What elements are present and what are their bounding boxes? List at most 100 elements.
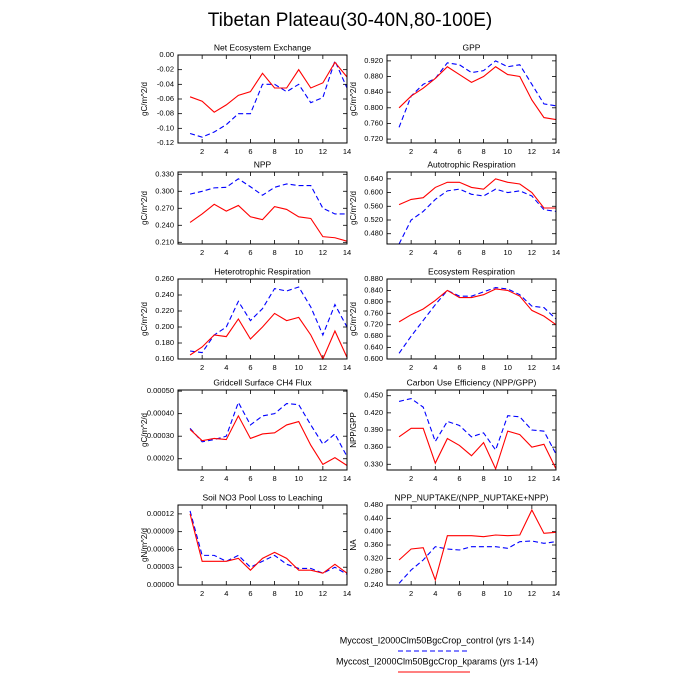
y-axis-label: gC/m^2/d — [140, 191, 149, 225]
series-line — [398, 287, 557, 354]
x-tick-label: 10 — [504, 147, 512, 156]
x-tick-label: 14 — [552, 248, 560, 257]
y-axis-label: gC/m^2/d — [349, 191, 358, 225]
plot-frame — [177, 504, 348, 586]
series-line — [189, 203, 348, 242]
x-tick-label: 12 — [528, 474, 536, 483]
x-tick-label: 14 — [343, 363, 351, 372]
series-line — [398, 188, 557, 245]
y-tick-label: 0.390 — [364, 425, 383, 434]
x-tick-label: 8 — [272, 589, 276, 598]
y-tick-label: 0.00050 — [147, 386, 174, 395]
x-tick-label: 6 — [457, 474, 461, 483]
y-tick-label: 0.320 — [364, 553, 383, 562]
x-tick-label: 8 — [481, 248, 485, 257]
x-tick-label: 2 — [409, 363, 413, 372]
x-tick-label: 4 — [433, 363, 437, 372]
y-tick-label: 0.920 — [364, 56, 383, 65]
series-line — [189, 286, 348, 354]
x-tick-label: 6 — [248, 363, 252, 372]
y-tick-label: 0.00000 — [147, 580, 174, 589]
y-axis-label: gC/m^2/d — [140, 82, 149, 116]
y-axis-label: NPP/GPP — [349, 412, 358, 448]
plot-frame — [386, 504, 557, 586]
plot-frame — [386, 171, 557, 245]
x-tick-label: 12 — [319, 147, 327, 156]
figure-title: Tibetan Plateau(30-40N,80-100E) — [208, 10, 492, 31]
x-tick-label: 4 — [433, 474, 437, 483]
y-tick-label: 0.240 — [155, 290, 174, 299]
y-tick-label: 0.520 — [364, 215, 383, 224]
x-tick-label: 6 — [248, 589, 252, 598]
x-tick-label: 12 — [528, 589, 536, 598]
x-tick-label: 12 — [528, 147, 536, 156]
y-tick-label: 0.400 — [364, 527, 383, 536]
x-tick-label: 10 — [504, 474, 512, 483]
y-tick-label: 0.00020 — [147, 454, 174, 463]
x-tick-label: 8 — [272, 474, 276, 483]
y-tick-label: 0.240 — [155, 220, 174, 229]
y-tick-label: 0.800 — [364, 103, 383, 112]
y-tick-label: -0.06 — [157, 94, 174, 103]
y-axis-label: gC/m^2/d — [140, 413, 149, 447]
x-tick-label: 8 — [272, 147, 276, 156]
y-tick-label: 0.880 — [364, 274, 383, 283]
x-tick-label: 14 — [343, 474, 351, 483]
x-tick-label: 4 — [433, 147, 437, 156]
y-axis-label: gC/m^2/d — [349, 302, 358, 336]
y-tick-label: 0.00 — [159, 50, 174, 59]
series-line — [189, 178, 347, 215]
legend-label: Myccost_I2000Clm50BgcCrop_kparams (yrs 1… — [336, 656, 538, 666]
panel-title: GPP — [463, 42, 481, 52]
plot-frame — [386, 54, 557, 144]
y-axis-label: gC/m^2/d — [140, 302, 149, 336]
x-tick-label: 12 — [319, 589, 327, 598]
x-tick-label: 8 — [481, 474, 485, 483]
y-tick-label: -0.02 — [157, 65, 174, 74]
x-tick-label: 8 — [272, 363, 276, 372]
y-axis-label: gN/m^2/d — [140, 528, 149, 562]
x-tick-label: 12 — [528, 363, 536, 372]
x-tick-label: 2 — [200, 474, 204, 483]
y-tick-label: 0.330 — [364, 459, 383, 468]
panel-title: Autotrophic Respiration — [427, 159, 516, 169]
plot-frame — [177, 278, 348, 360]
x-tick-label: 6 — [457, 363, 461, 372]
x-tick-label: 14 — [552, 589, 560, 598]
x-tick-label: 8 — [481, 363, 485, 372]
series-line — [398, 508, 557, 582]
y-axis-label: NA — [349, 539, 358, 551]
series-line — [189, 59, 348, 138]
series-line — [398, 540, 557, 584]
x-tick-label: 4 — [224, 363, 228, 372]
panel-title: Soil NO3 Pool Loss to Leaching — [202, 492, 322, 502]
panel-title: Heterotrophic Respiration — [214, 266, 311, 276]
x-tick-label: 12 — [528, 248, 536, 257]
x-tick-label: 10 — [504, 589, 512, 598]
x-tick-label: 14 — [343, 248, 351, 257]
y-tick-label: 0.00030 — [147, 431, 174, 440]
x-tick-label: 6 — [248, 248, 252, 257]
series-line — [398, 288, 557, 326]
legend-label: Myccost_I2000Clm50BgcCrop_control (yrs 1… — [340, 635, 535, 645]
x-tick-label: 6 — [457, 589, 461, 598]
y-tick-label: 0.840 — [364, 87, 383, 96]
x-tick-label: 4 — [433, 589, 437, 598]
panel-title: Gridcell Surface CH4 Flux — [213, 377, 312, 387]
x-tick-label: 2 — [409, 474, 413, 483]
y-tick-label: 0.800 — [364, 297, 383, 306]
x-tick-label: 10 — [295, 363, 303, 372]
x-tick-label: 10 — [504, 248, 512, 257]
series-line — [189, 414, 348, 466]
y-tick-label: 0.560 — [364, 201, 383, 210]
y-tick-label: 0.760 — [364, 308, 383, 317]
panel-title: Ecosystem Respiration — [428, 266, 515, 276]
plot-frame — [386, 278, 557, 360]
y-tick-label: 0.480 — [364, 500, 383, 509]
x-tick-label: 8 — [481, 589, 485, 598]
y-tick-label: 0.220 — [155, 306, 174, 315]
x-tick-label: 14 — [343, 147, 351, 156]
y-tick-label: -0.04 — [157, 79, 174, 88]
y-tick-label: 0.420 — [364, 408, 383, 417]
